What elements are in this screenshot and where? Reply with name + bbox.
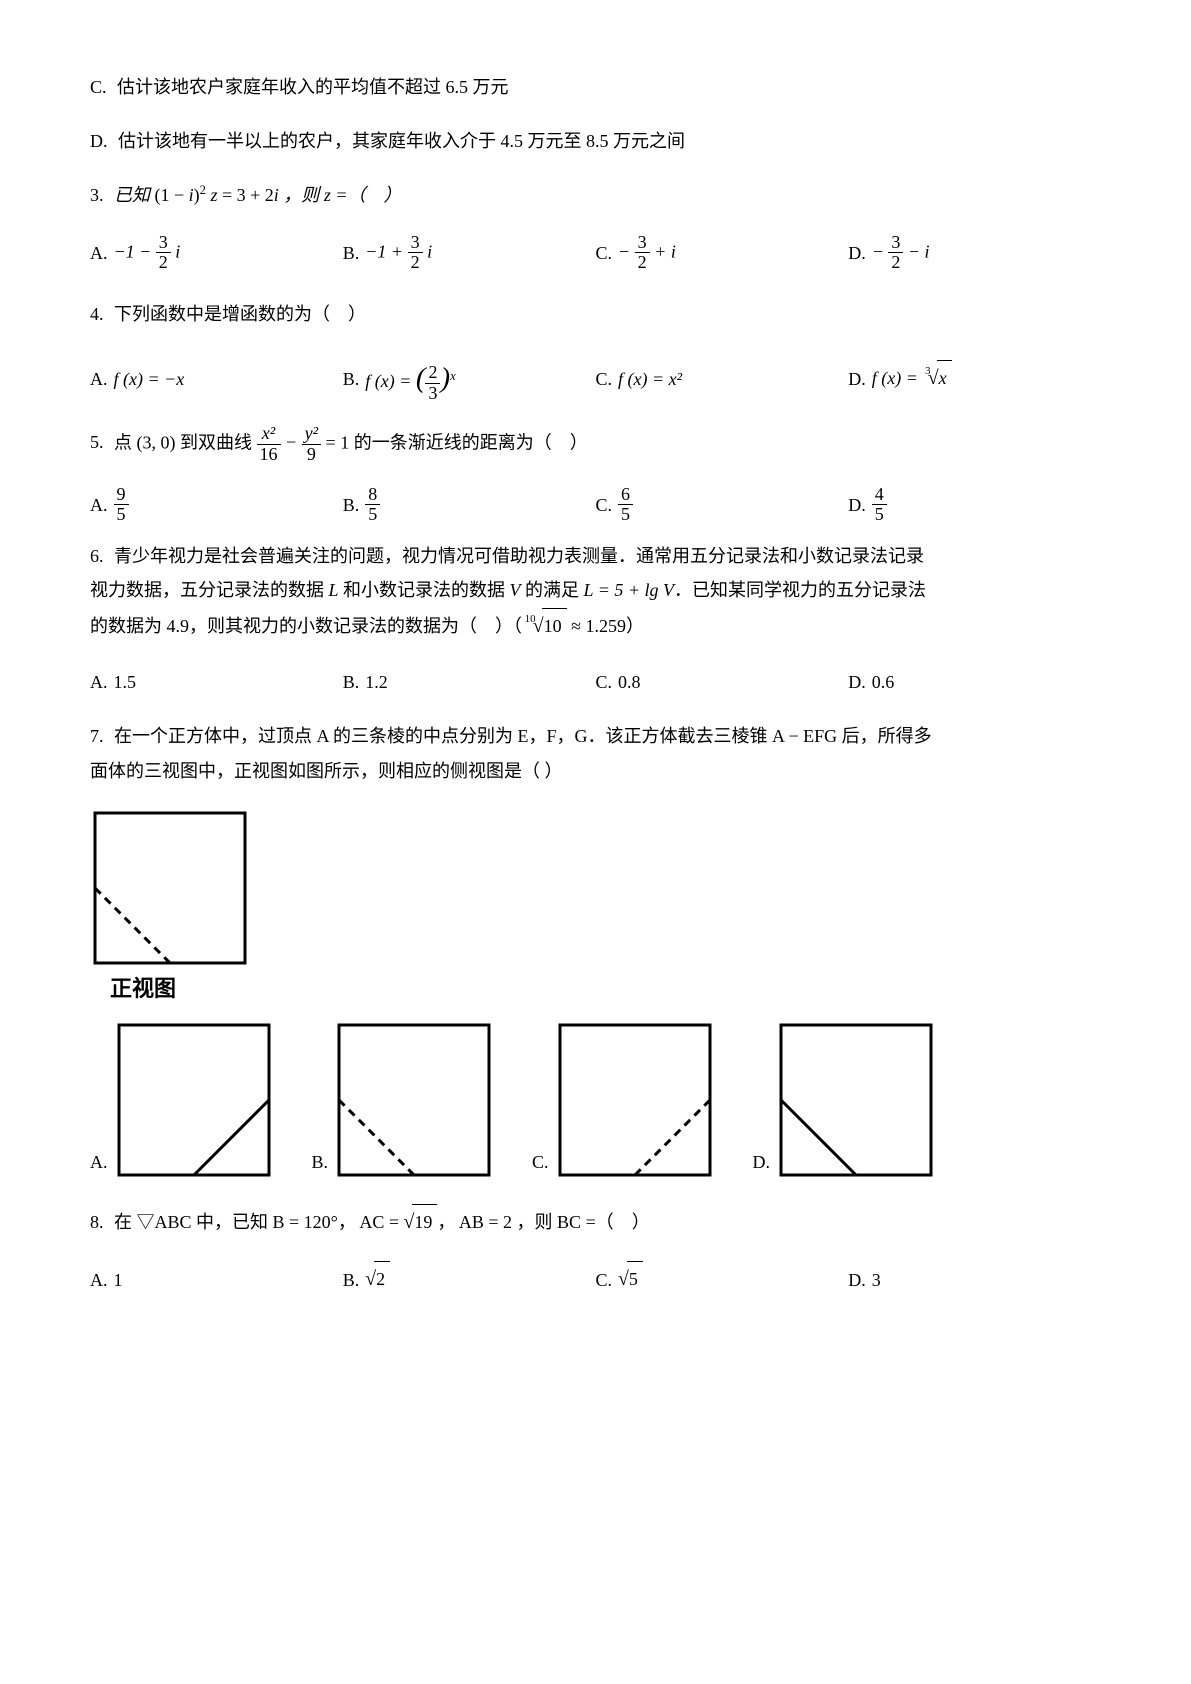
q4-text: 下列函数中是增函数的为（ ） <box>114 304 366 324</box>
q4-num: 4. <box>90 304 104 324</box>
question-8: 8. 在 ▽ABC 中，已知 B = 120°， AC = 19， AB = 2… <box>90 1204 1101 1242</box>
q4-opt-c: C. f (x) = x² <box>596 351 849 406</box>
q8-opt-a: A.1 <box>90 1261 343 1299</box>
opt-b-svg <box>334 1020 494 1180</box>
prev-option-c: C. 估计该地农户家庭年收入的平均值不超过 6.5 万元 <box>90 70 1101 104</box>
opt-d-svg <box>776 1020 936 1180</box>
q7-main-figure: 正视图 <box>90 808 1101 1010</box>
q5-opt-c: C.65 <box>596 485 849 526</box>
q6-opt-a: A.1.5 <box>90 665 343 699</box>
q6-opt-d: D.0.6 <box>848 665 1101 699</box>
q8-opt-c: C.5 <box>596 1261 849 1299</box>
question-5: 5. 点 (3, 0) 到双曲线 x²16 − y²9 = 1 的一条渐近线的距… <box>90 424 1101 465</box>
opt-a-svg <box>114 1020 274 1180</box>
q7-opt-c: C. <box>532 1020 715 1180</box>
front-view-caption: 正视图 <box>90 968 1101 1010</box>
q6-opt-b: B.1.2 <box>343 665 596 699</box>
q7-opt-b: B. <box>312 1020 495 1180</box>
q4-opt-d: D. f (x) = 3x <box>848 351 1101 406</box>
opt-d-text: 估计该地有一半以上的农户，其家庭年收入介于 4.5 万元至 8.5 万元之间 <box>118 131 685 151</box>
q3-opt-a: A. −1 − 32 i <box>90 233 343 274</box>
opt-c-svg <box>555 1020 715 1180</box>
question-7: 7. 在一个正方体中，过顶点 A 的三条棱的中点分别为 E，F，G．该正方体截去… <box>90 719 1101 787</box>
label-c: C. <box>90 77 107 97</box>
q7-options: A. B. C. D. <box>90 1020 1101 1180</box>
q5-opt-d: D.45 <box>848 485 1101 526</box>
q3-options: A. −1 − 32 i B. −1 + 32 i C. − 32 + i D.… <box>90 233 1101 274</box>
q8-num: 8. <box>90 1212 104 1232</box>
q3-num: 3. <box>90 185 104 205</box>
q3-text: 已知 (1 − i)2 z = 3 + 2i ，则 z =（ ） <box>114 185 401 205</box>
q4-opt-b: B. f (x) = (23)x <box>343 351 596 406</box>
q8-options: A.1 B.2 C.5 D.3 <box>90 1261 1101 1299</box>
q5-opt-b: B.85 <box>343 485 596 526</box>
q8-opt-b: B.2 <box>343 1261 596 1299</box>
q6-opt-c: C.0.8 <box>596 665 849 699</box>
opt-c-text: 估计该地农户家庭年收入的平均值不超过 6.5 万元 <box>117 77 509 97</box>
q5-num: 5. <box>90 432 104 452</box>
q7-num: 7. <box>90 726 104 746</box>
label-d: D. <box>90 131 108 151</box>
q8-opt-d: D.3 <box>848 1261 1101 1299</box>
q5-options: A.95 B.85 C.65 D.45 <box>90 485 1101 526</box>
q3-opt-b: B. −1 + 32 i <box>343 233 596 274</box>
q4-options: A. f (x) = −x B. f (x) = (23)x C. f (x) … <box>90 351 1101 406</box>
q7-opt-a: A. <box>90 1020 274 1180</box>
prev-option-d: D. 估计该地有一半以上的农户，其家庭年收入介于 4.5 万元至 8.5 万元之… <box>90 124 1101 158</box>
front-view-svg <box>90 808 250 968</box>
q3-opt-d: D. − 32 − i <box>848 233 1101 274</box>
q5-text: 点 (3, 0) 到双曲线 x²16 − y²9 = 1 的一条渐近线的距离为（… <box>114 432 588 452</box>
q5-opt-a: A.95 <box>90 485 343 526</box>
question-6: 6. 青少年视力是社会普遍关注的问题，视力情况可借助视力表测量．通常用五分记录法… <box>90 539 1101 645</box>
q6-num: 6. <box>90 546 104 566</box>
q4-opt-a: A. f (x) = −x <box>90 351 343 406</box>
q3-opt-c: C. − 32 + i <box>596 233 849 274</box>
question-3: 3. 已知 (1 − i)2 z = 3 + 2i ，则 z =（ ） <box>90 178 1101 212</box>
q6-options: A.1.5 B.1.2 C.0.8 D.0.6 <box>90 665 1101 699</box>
q7-opt-d: D. <box>753 1020 937 1180</box>
question-4: 4. 下列函数中是增函数的为（ ） <box>90 297 1101 331</box>
